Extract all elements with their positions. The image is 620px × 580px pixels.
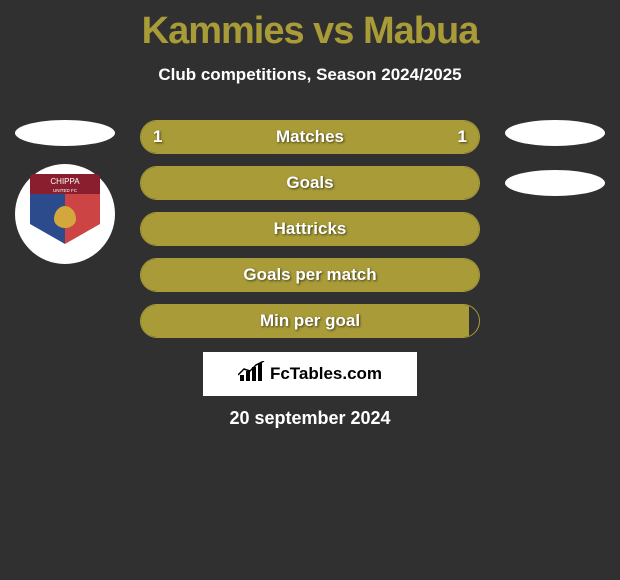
bar-value-left: 1: [153, 127, 162, 147]
shield-icon: CHIPPA UNITED FC: [30, 174, 100, 254]
bar-label: Goals per match: [243, 265, 376, 285]
shield-top-label: CHIPPA UNITED FC: [30, 174, 100, 194]
team-badge-left: CHIPPA UNITED FC: [15, 164, 115, 264]
shield-bottom-text: UNITED FC: [53, 188, 77, 193]
subtitle: Club competitions, Season 2024/2025: [0, 65, 620, 85]
player-left-ellipse: [15, 120, 115, 146]
bar-label: Matches: [276, 127, 344, 147]
stat-bar-min-per-goal: Min per goal: [140, 304, 480, 338]
stat-bar-goals-per-match: Goals per match: [140, 258, 480, 292]
stat-bar-matches: 1 1 Matches: [140, 120, 480, 154]
fctables-logo: FcTables.com: [203, 352, 417, 396]
date-text: 20 september 2024: [229, 408, 390, 429]
team-right-ellipse: [505, 170, 605, 196]
shield-top-text: CHIPPA: [50, 177, 79, 186]
bar-label: Min per goal: [260, 311, 360, 331]
bar-label: Goals: [286, 173, 333, 193]
stat-bar-goals: Goals: [140, 166, 480, 200]
stat-bar-hattricks: Hattricks: [140, 212, 480, 246]
comparison-bars: 1 1 Matches Goals Hattricks Goals per match Mi…: [140, 120, 480, 350]
left-player-column: CHIPPA UNITED FC: [10, 120, 120, 264]
chart-icon: [238, 361, 266, 388]
page-title: Kammies vs Mabua: [0, 0, 620, 53]
right-player-column: [500, 120, 610, 214]
bar-label: Hattricks: [274, 219, 347, 239]
bar-value-right: 1: [458, 127, 467, 147]
shield-center-icon: [54, 206, 76, 228]
player-right-ellipse: [505, 120, 605, 146]
logo-text: FcTables.com: [270, 364, 382, 384]
